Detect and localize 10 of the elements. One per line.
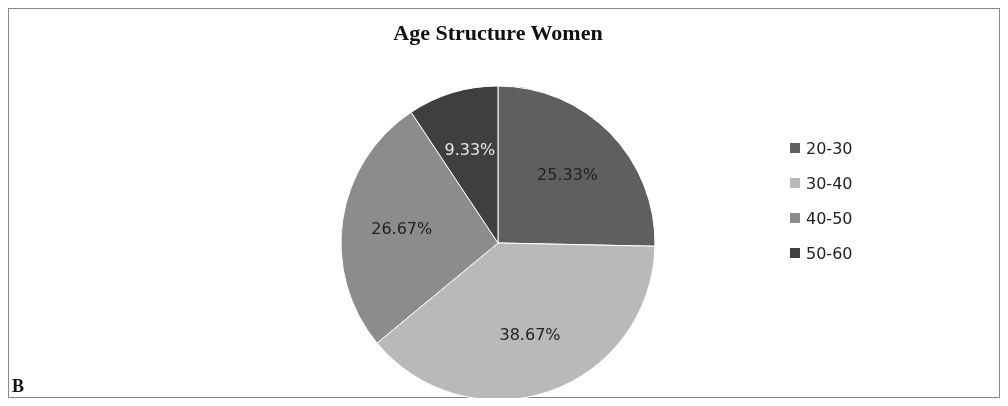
chart-title: Age Structure Women bbox=[393, 20, 603, 45]
legend-label: 30-40 bbox=[806, 173, 853, 193]
legend-label: 40-50 bbox=[806, 208, 853, 228]
legend-label: 50-60 bbox=[806, 243, 853, 263]
data-label: 9.33% bbox=[444, 140, 496, 160]
data-label: 26.67% bbox=[371, 219, 433, 239]
legend-label: 20-30 bbox=[806, 138, 853, 158]
data-label: 38.67% bbox=[499, 325, 561, 345]
data-label: 25.33% bbox=[537, 165, 599, 185]
text: B bbox=[12, 376, 25, 396]
